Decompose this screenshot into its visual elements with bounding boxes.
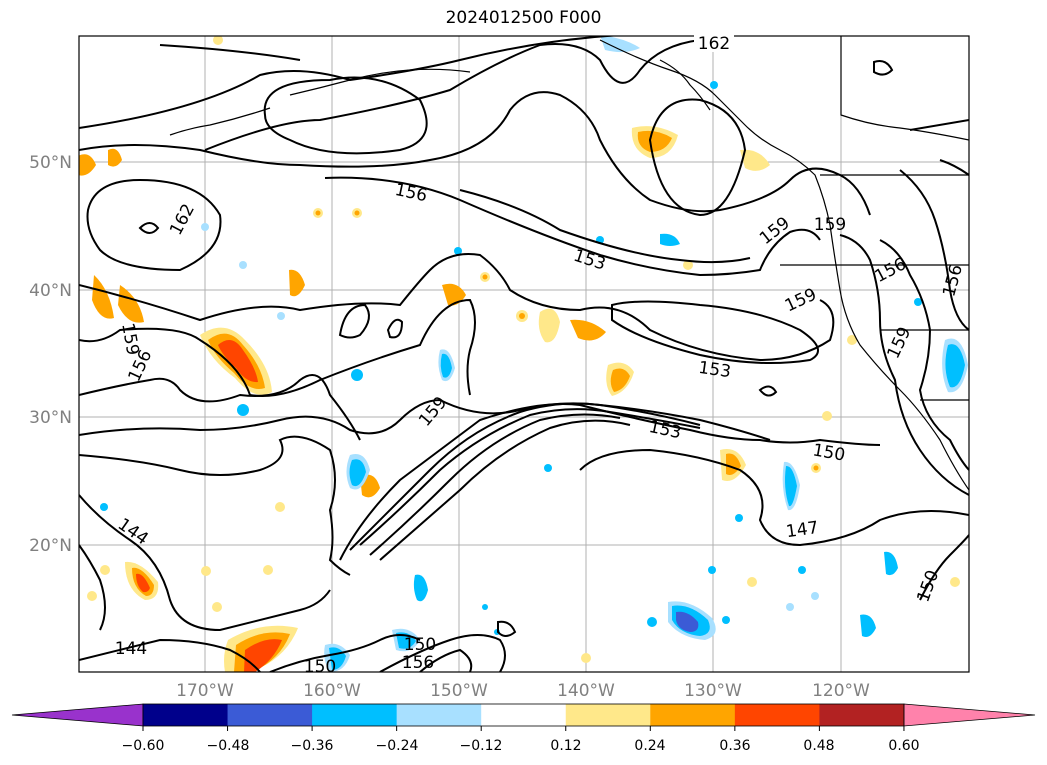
colorbar-tick-label: 0.48: [803, 738, 834, 754]
colorbar-segment: [650, 704, 736, 726]
colorbar-tick-label: −0.24: [376, 738, 419, 754]
shaded-field: [79, 36, 968, 672]
lon-label-120w: 120°W: [812, 681, 870, 701]
coastlines: [169, 36, 969, 491]
lon-label-150w: 150°W: [430, 681, 488, 701]
colorbar-segment: [481, 704, 567, 726]
colorbar-tick-label: 0.36: [719, 738, 750, 754]
colorbar: [11, 703, 1036, 731]
colorbar-extend-low: [11, 703, 144, 727]
colorbar-segment: [819, 704, 905, 726]
lon-label-130w: 130°W: [684, 681, 742, 701]
contour-label: 156: [402, 653, 434, 673]
lat-label-30n: 30°N: [29, 408, 72, 428]
contour-label: 153: [697, 358, 732, 382]
colorbar-tick-label: −0.60: [122, 738, 165, 754]
contour-labels: 162 156 162 153 159 159 156 156 159 159 …: [114, 34, 967, 677]
contour-label: 144: [115, 639, 147, 659]
colorbar-extend-high: [903, 703, 1036, 727]
contour-label: 147: [785, 518, 820, 542]
colorbar-segment: [565, 704, 651, 726]
colorbar-outline: [142, 703, 905, 727]
colorbar-tick-label: 0.24: [634, 738, 665, 754]
colorbar-tick-label: −0.12: [460, 738, 503, 754]
lat-label-50n: 50°N: [29, 153, 72, 173]
contour-label: 150: [304, 657, 336, 677]
colorbar-segment: [396, 704, 482, 726]
lon-label-160w: 160°W: [303, 681, 361, 701]
colorbar-segment: [227, 704, 313, 726]
map-frame: [78, 35, 970, 673]
lat-label-20n: 20°N: [29, 536, 72, 556]
colorbar-tick-label: 0.12: [550, 738, 581, 754]
contour-label: 150: [404, 635, 436, 655]
latitude-labels: 50°N 40°N 30°N 20°N: [29, 153, 72, 556]
contour-label: 159: [814, 215, 846, 235]
colorbar-segment: [312, 704, 398, 726]
map-area: [79, 36, 969, 672]
colorbar-segment: [734, 704, 820, 726]
lon-label-140w: 140°W: [557, 681, 615, 701]
colorbar-segment: [143, 704, 229, 726]
colorbar-tick-labels: −0.60 −0.48 −0.36 −0.24 −0.12 0.12 0.24 …: [122, 738, 920, 754]
map-title: 2024012500 F000: [445, 8, 602, 28]
graticule: [79, 36, 969, 672]
longitude-labels: 170°W 160°W 150°W 140°W 130°W 120°W: [176, 681, 870, 701]
colorbar-tick-label: −0.36: [291, 738, 334, 754]
colorbar-tick-label: 0.60: [888, 738, 919, 754]
height-contours: [79, 36, 969, 672]
contour-label: 162: [698, 34, 730, 54]
colorbar-tick-label: −0.48: [207, 738, 250, 754]
lat-label-40n: 40°N: [29, 281, 72, 301]
lon-label-170w: 170°W: [176, 681, 234, 701]
